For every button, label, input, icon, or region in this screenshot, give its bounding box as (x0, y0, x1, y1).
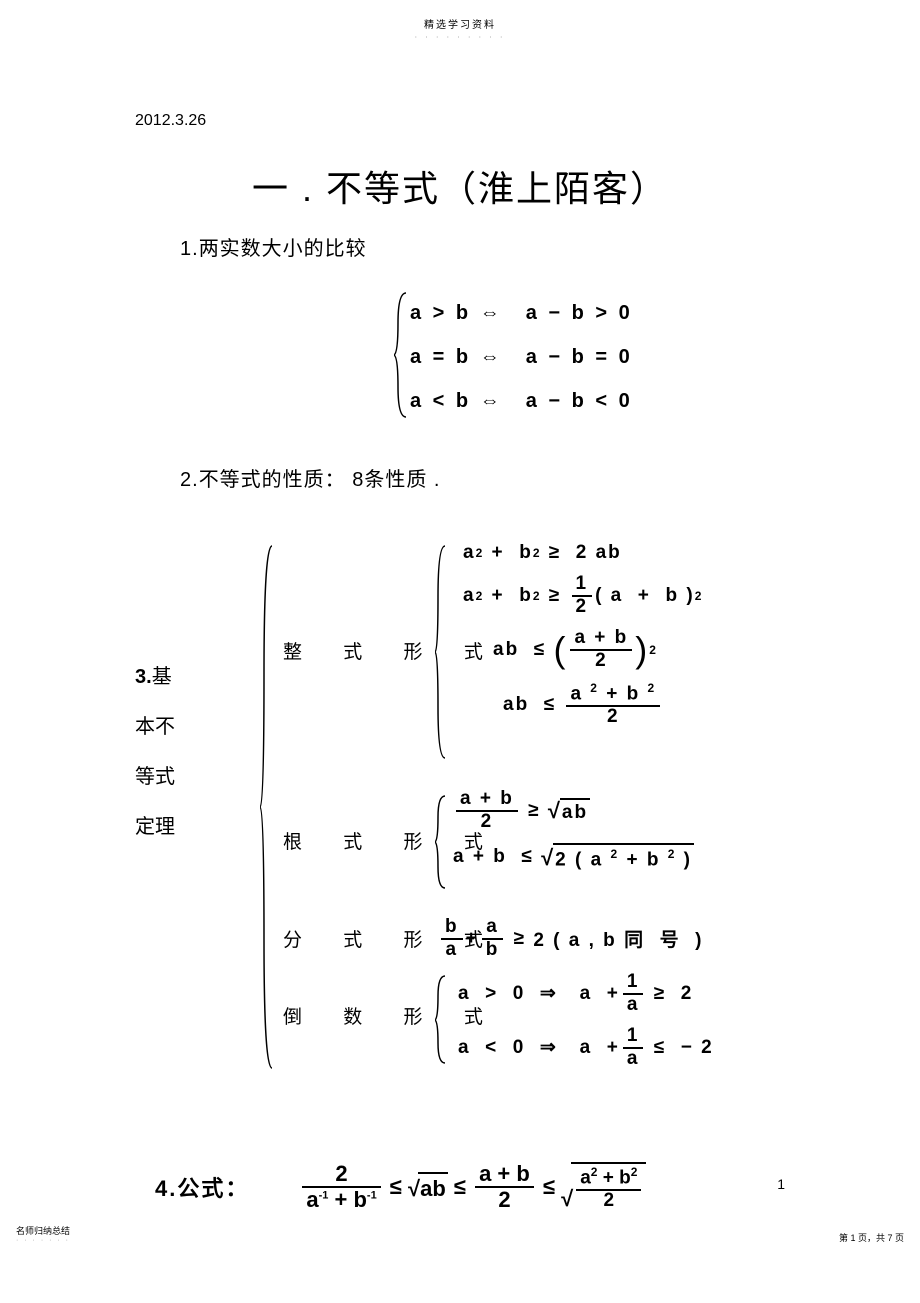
main-brace-icon (260, 542, 274, 1072)
section-2-num: 2. (180, 469, 199, 491)
sub-brace-icon (435, 542, 447, 762)
section-4-label: 4.公式： (155, 1171, 249, 1203)
f-ab-le-sq: ab ≤ (a + b2)2 (493, 628, 703, 672)
eq-line-3: a < b ⇔ a − b < 0 (410, 379, 920, 423)
header-dots: · · · · · · · · · (0, 33, 920, 42)
f-ba-ab: ba + ab ≥ 2 ( a , b 同 号 ) (438, 917, 704, 961)
eq-line-2: a = b ⇔ a − b = 0 (410, 335, 920, 379)
section-2: 2.不等式的性质： 8条性质 . (180, 463, 920, 492)
f-amgm: a + b2 ≥ ab (453, 789, 694, 833)
section-4-formula: 4.公式： 2a-1 + b-1 ≤ ab ≤ a + b2 ≤ a2 + b2… (155, 1162, 920, 1212)
group1-formulas: a 2 + b 2 ≥ 2 ab a 2 + b 2 ≥ 12 ( a + b … (463, 542, 703, 738)
group4-formulas: a > 0 ⇒ a + 1a ≥ 2 a < 0 ⇒ a + 1a ≤ − 2 (458, 972, 714, 1080)
section-1: 1.两实数大小的比较 (180, 232, 920, 261)
group2-formulas: a + b2 ≥ ab a + b ≤ 2 ( a 2 + b 2 ) (453, 789, 694, 881)
comparison-equations: a > b ⇔ a − b > 0 a = b ⇔ a − b = 0 a < … (410, 291, 920, 423)
brace-icon (394, 291, 408, 419)
section-1-num: 1. (180, 238, 199, 260)
sub-brace-icon (435, 792, 447, 892)
group3-formulas: ba + ab ≥ 2 ( a , b 同 号 ) (438, 917, 704, 971)
section-3-sidelabel: 3.3.基基 本不 等式 定理 (135, 652, 190, 852)
f-a-pos: a > 0 ⇒ a + 1a ≥ 2 (458, 972, 714, 1016)
section-1-text: 两实数大小的比较 (199, 238, 367, 260)
f-a2b2-2ab: a 2 + b 2 ≥ 2 ab (463, 542, 703, 564)
doc-header: 精选学习资料 (0, 0, 920, 31)
page-number: 1 (777, 1176, 785, 1192)
f-ab-le-avg: ab ≤ a 2 + b 22 (503, 682, 703, 728)
footer-left: 名师归纳总结 · · · · · · · (16, 1224, 70, 1244)
eq-line-1: a > b ⇔ a − b > 0 (410, 291, 920, 335)
ainv-binv: a-1 + b-1 (302, 1188, 380, 1212)
page-title: 一 . 不等式（淮上陌客） (0, 160, 920, 212)
f-apb-le-sqrt: a + b ≤ 2 ( a 2 + b 2 ) (453, 843, 694, 871)
f-a-neg: a < 0 ⇒ a + 1a ≤ − 2 (458, 1026, 714, 1070)
footer-right: 第 1 页，共 7 页 (839, 1231, 904, 1244)
sub-brace-icon (435, 972, 447, 1067)
section-3-block: 3.3.基基 本不 等式 定理 整 式 形 式 a 2 + b 2 ≥ 2 ab… (135, 542, 920, 1082)
f-a2b2-half: a 2 + b 2 ≥ 12 ( a + b ) 2 (463, 574, 703, 618)
section-2-text: 不等式的性质： 8条性质 . (199, 469, 441, 491)
date: 2012.3.26 (135, 112, 920, 130)
